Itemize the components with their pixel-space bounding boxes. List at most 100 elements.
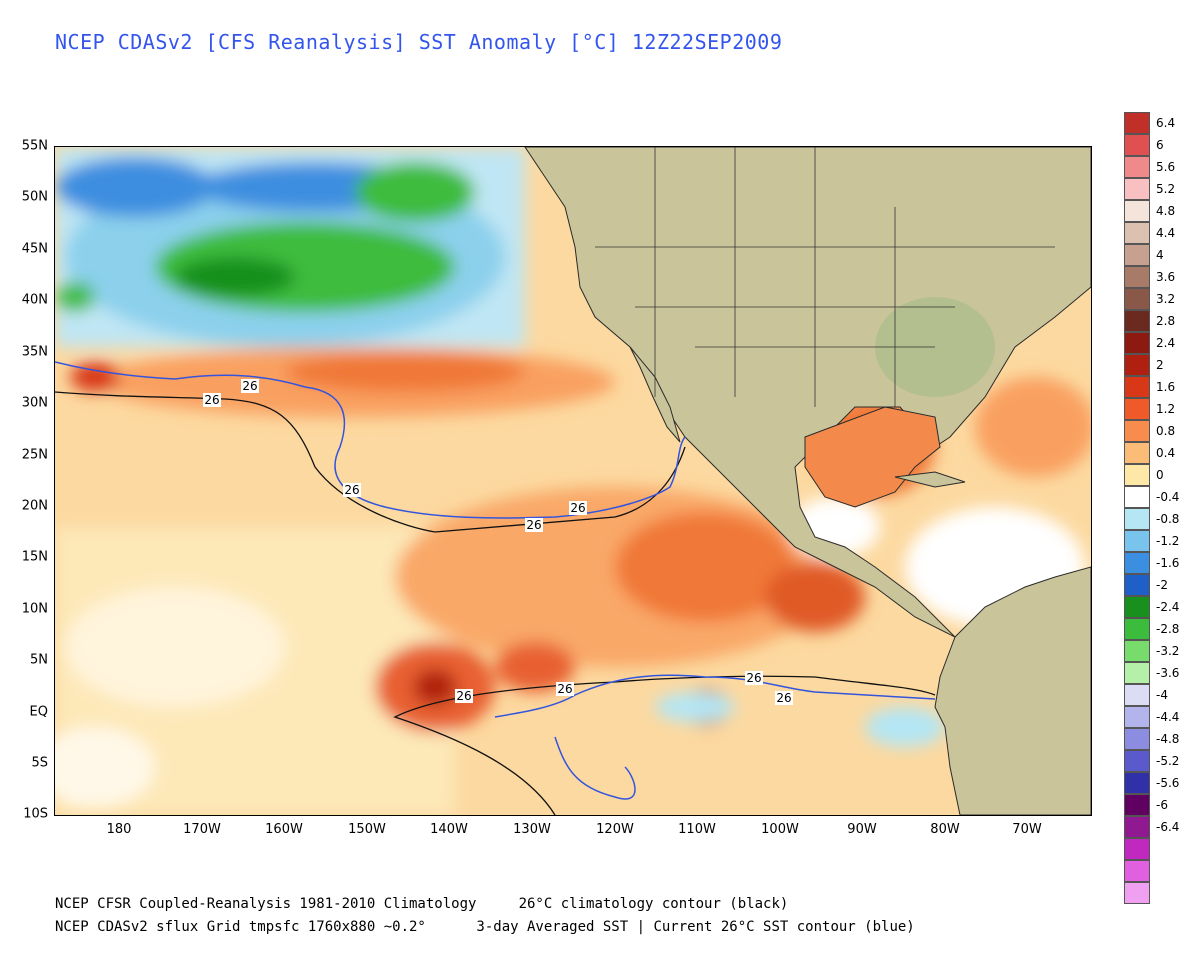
- colorbar-swatch: [1124, 552, 1150, 574]
- contour-label: 26: [241, 379, 259, 393]
- lon-label: 180: [106, 822, 132, 837]
- north-america-land: [524, 147, 1091, 638]
- colorbar-swatch: [1124, 486, 1150, 508]
- lon-label: 140W: [430, 822, 468, 837]
- colorbar-label: 0.4: [1156, 446, 1176, 460]
- colorbar-swatch: [1124, 288, 1150, 310]
- svg-text:26: 26: [204, 393, 219, 407]
- colorbar-swatch: [1124, 640, 1150, 662]
- colorbar-swatch: [1124, 838, 1150, 860]
- current-26c-contour-south-loop: [554, 736, 636, 800]
- lon-label: 70W: [1012, 822, 1042, 837]
- svg-text:26: 26: [242, 379, 257, 393]
- colorbar-label: -6: [1156, 798, 1168, 812]
- lat-label: 40N: [21, 292, 48, 308]
- colorbar-label: -2.4: [1156, 600, 1180, 614]
- colorbar-label: 2.4: [1156, 336, 1176, 350]
- colorbar-swatch: [1124, 662, 1150, 684]
- colorbar-swatch: [1124, 310, 1150, 332]
- lat-label: 15N: [21, 549, 48, 565]
- colorbar-label: -3.2: [1156, 644, 1180, 658]
- lon-label: 120W: [596, 822, 634, 837]
- svg-text:26: 26: [344, 483, 359, 497]
- lat-label: 10S: [23, 806, 48, 822]
- colorbar-label: -5.2: [1156, 754, 1180, 768]
- colorbar-swatch: [1124, 156, 1150, 178]
- colorbar-swatch: [1124, 354, 1150, 376]
- colorbar-label: -6.4: [1156, 820, 1180, 834]
- colorbar-label: 0: [1156, 468, 1164, 482]
- svg-text:26: 26: [557, 682, 572, 696]
- colorbar-swatch: [1124, 684, 1150, 706]
- contour-label: 26: [745, 671, 763, 685]
- lat-label: 45N: [21, 241, 48, 257]
- colorbar-swatch: [1124, 596, 1150, 618]
- colorbar-swatch: [1124, 244, 1150, 266]
- colorbar-swatch: [1124, 728, 1150, 750]
- colorbar-swatch: [1124, 464, 1150, 486]
- lat-label: 20N: [21, 498, 48, 514]
- colorbar-label: 5.2: [1156, 182, 1176, 196]
- colorbar-swatch: [1124, 332, 1150, 354]
- colorbar-swatch: [1124, 266, 1150, 288]
- colorbar-label: 4.8: [1156, 204, 1176, 218]
- lat-label: 55N: [21, 138, 48, 154]
- colorbar-label: -1.2: [1156, 534, 1180, 548]
- colorbar-label: 4.4: [1156, 226, 1176, 240]
- colorbar-label: -2.8: [1156, 622, 1180, 636]
- colorbar-swatch: [1124, 882, 1150, 904]
- colorbar-label: -4.4: [1156, 710, 1180, 724]
- colorbar-label: -0.8: [1156, 512, 1180, 526]
- colorbar-label: 3.6: [1156, 270, 1176, 284]
- colorbar-label: 4: [1156, 248, 1164, 262]
- colorbar-label: -5.6: [1156, 776, 1180, 790]
- lon-label: 110W: [678, 822, 716, 837]
- lon-label: 170W: [183, 822, 221, 837]
- colorbar-label: 0.8: [1156, 424, 1176, 438]
- svg-text:26: 26: [526, 518, 541, 532]
- colorbar-swatch: [1124, 134, 1150, 156]
- map-title: NCEP CDASv2 [CFS Reanalysis] SST Anomaly…: [55, 30, 783, 54]
- lon-label: 150W: [348, 822, 386, 837]
- colorbar-swatch: [1124, 112, 1150, 134]
- colorbar-label: 3.2: [1156, 292, 1176, 306]
- svg-text:26: 26: [456, 689, 471, 703]
- lat-label: 25N: [21, 447, 48, 463]
- climatology-26c-contour-south: [393, 675, 936, 815]
- colorbar-swatch: [1124, 750, 1150, 772]
- colorbar-swatch: [1124, 508, 1150, 530]
- south-america-land: [934, 566, 1091, 815]
- current-26c-contour-equatorial: [494, 674, 936, 718]
- colorbar-swatch: [1124, 574, 1150, 596]
- svg-text:26: 26: [570, 501, 585, 515]
- colorbar-swatch: [1124, 178, 1150, 200]
- colorbar-swatch: [1124, 442, 1150, 464]
- colorbar-swatch: [1124, 816, 1150, 838]
- colorbar-swatch: [1124, 706, 1150, 728]
- lat-label: 30N: [21, 395, 48, 411]
- colorbar-swatch: [1124, 200, 1150, 222]
- climatology-26c-contour: [55, 391, 686, 533]
- map-canvas: 26 26 26 26 26 26 26 26 26: [55, 147, 1091, 815]
- colorbar-swatch: [1124, 794, 1150, 816]
- sst-anomaly-map: 26 26 26 26 26 26 26 26 26: [54, 146, 1092, 816]
- lon-label: 160W: [265, 822, 303, 837]
- lat-label: 50N: [21, 189, 48, 205]
- lon-label: 80W: [930, 822, 960, 837]
- colorbar-label: -0.4: [1156, 490, 1180, 504]
- colorbar-swatch: [1124, 618, 1150, 640]
- colorbar-label: 6.4: [1156, 116, 1176, 130]
- contour-label: 26: [343, 483, 361, 497]
- colorbar-label: -2: [1156, 578, 1168, 592]
- lat-label: 35N: [21, 344, 48, 360]
- colorbar-label: -4.8: [1156, 732, 1180, 746]
- colorbar-swatch: [1124, 376, 1150, 398]
- contour-label: 26: [775, 691, 793, 705]
- footer-line-1: NCEP CFSR Coupled-Reanalysis 1981-2010 C…: [55, 896, 789, 912]
- contour-label: 26: [203, 393, 221, 407]
- contour-labels: 26 26 26 26 26 26 26 26 26: [203, 379, 793, 705]
- colorbar-label: 6: [1156, 138, 1164, 152]
- colorbar-swatch: [1124, 530, 1150, 552]
- svg-text:26: 26: [776, 691, 791, 705]
- contour-label: 26: [556, 682, 574, 696]
